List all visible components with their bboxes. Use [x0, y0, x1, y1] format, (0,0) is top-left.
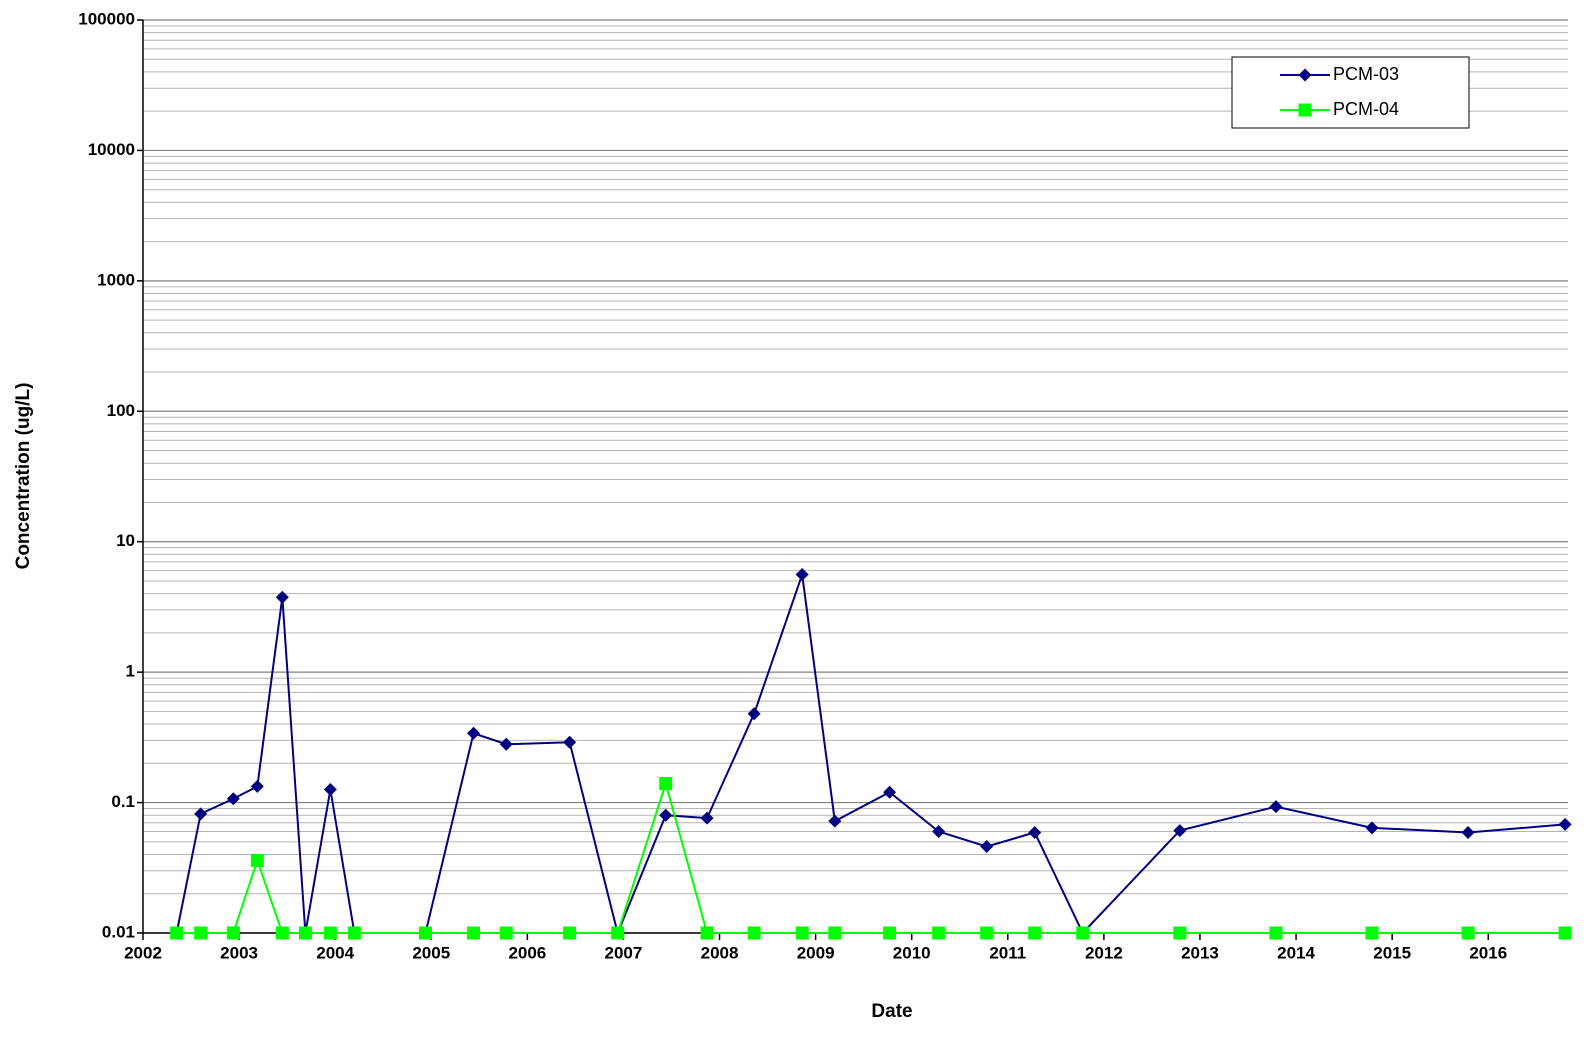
x-tick-label: 2014 [1277, 943, 1315, 962]
data-point [499, 737, 513, 751]
legend-label: PCM-03 [1333, 64, 1399, 84]
plot [170, 568, 1572, 940]
y-tick-label: 100 [107, 401, 135, 420]
data-point [499, 926, 513, 940]
data-point [883, 926, 897, 940]
data-point [1558, 926, 1572, 940]
data-point [298, 926, 312, 940]
data-point [347, 926, 361, 940]
data-point [250, 853, 264, 867]
data-point [323, 926, 337, 940]
x-tick-label: 2008 [701, 943, 739, 962]
x-tick-label: 2002 [124, 943, 162, 962]
data-point [1028, 825, 1042, 839]
x-tick-label: 2007 [605, 943, 643, 962]
data-point [747, 707, 761, 721]
data-point [700, 811, 714, 825]
data-point [659, 808, 673, 822]
data-point [1028, 926, 1042, 940]
series-line [176, 780, 1566, 934]
data-point [226, 926, 240, 940]
data-point [563, 735, 577, 749]
x-tick-label: 2004 [316, 943, 354, 962]
y-tick-label: 0.1 [111, 792, 135, 811]
data-point [747, 926, 761, 940]
data-point [275, 926, 289, 940]
grid [143, 19, 1568, 934]
x-tick-label: 2011 [989, 943, 1026, 962]
data-point [700, 926, 714, 940]
x-tick-label: 2003 [220, 943, 258, 962]
x-tick-label: 2006 [508, 943, 546, 962]
data-point [1076, 926, 1090, 940]
data-point [1365, 821, 1379, 835]
data-point [1461, 825, 1475, 839]
legend: PCM-03 PCM-04 [1231, 56, 1470, 129]
data-point [932, 926, 946, 940]
data-point [1461, 926, 1475, 940]
series [170, 777, 1572, 940]
legend-box [1231, 56, 1470, 129]
data-point [323, 782, 337, 796]
y-tick-label: 100000 [78, 9, 135, 28]
data-point [419, 926, 433, 940]
data-point [275, 590, 289, 604]
data-point [1558, 817, 1572, 831]
y-tick-label: 1 [126, 662, 135, 681]
y-axis-label: Concentration (ug/L) [13, 383, 34, 570]
data-point [1269, 800, 1283, 814]
x-tick-label: 2009 [797, 943, 835, 962]
legend-marker [1298, 103, 1312, 117]
y-tick-label: 0.01 [102, 922, 135, 941]
x-tick-label: 2013 [1181, 943, 1219, 962]
data-point [980, 840, 994, 854]
data-point [828, 814, 842, 828]
data-point [932, 825, 946, 839]
x-tick-label: 2012 [1085, 943, 1123, 962]
data-point [828, 926, 842, 940]
x-axis-label: Date [871, 1001, 912, 1022]
data-point [467, 726, 481, 740]
data-point [563, 926, 577, 940]
series [170, 568, 1572, 940]
y-tick-label: 1000 [97, 270, 135, 289]
data-point [795, 568, 809, 582]
x-tick-label: 2005 [412, 943, 450, 962]
data-point [659, 777, 673, 791]
data-point [611, 926, 625, 940]
data-point [194, 926, 208, 940]
y-tick-label: 10 [116, 531, 135, 550]
data-point [226, 792, 240, 806]
legend-marker [1298, 68, 1312, 82]
y-tick-label: 10000 [88, 140, 135, 159]
data-point [883, 785, 897, 799]
data-point [980, 926, 994, 940]
data-point [467, 926, 481, 940]
x-tick-label: 2010 [893, 943, 931, 962]
data-point [170, 926, 184, 940]
x-tick-label: 2016 [1469, 943, 1507, 962]
data-point [1173, 824, 1187, 838]
legend-label: PCM-04 [1333, 99, 1399, 119]
data-point [795, 926, 809, 940]
data-point [1365, 926, 1379, 940]
data-point [250, 779, 264, 793]
x-tick-label: 2015 [1373, 943, 1411, 962]
data-point [194, 807, 208, 821]
series-line [175, 574, 1566, 937]
data-point [1173, 926, 1187, 940]
data-point [1269, 926, 1283, 940]
